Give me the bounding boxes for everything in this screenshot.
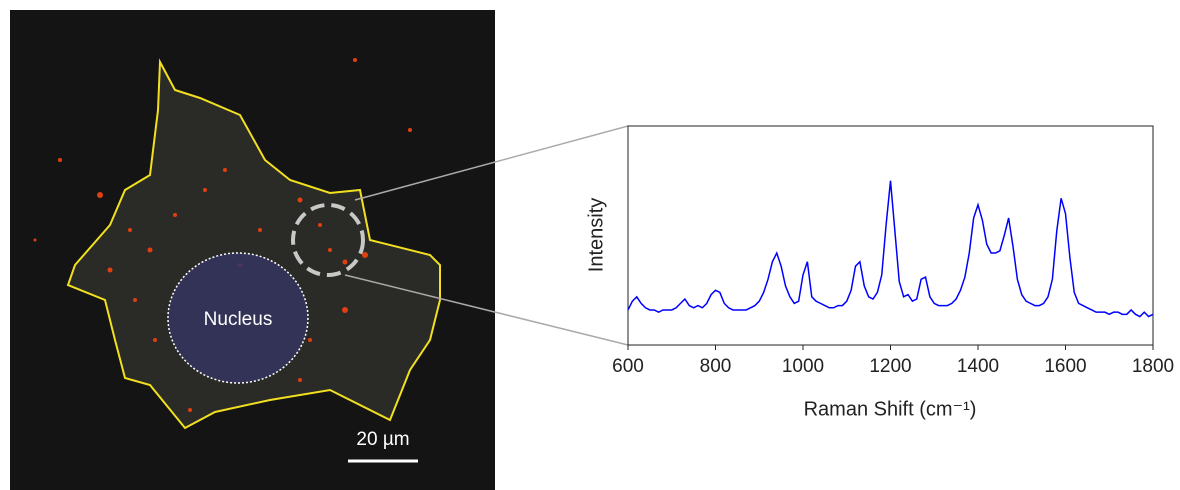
region-circle xyxy=(291,203,365,277)
x-tick-label: 1200 xyxy=(869,356,911,377)
zoom-line xyxy=(344,274,629,346)
x-tick-label: 1600 xyxy=(1044,356,1086,377)
particles xyxy=(33,58,412,412)
x-tick-label: 1400 xyxy=(957,356,999,377)
y-axis-label: Intensity xyxy=(585,198,607,272)
x-tick-label: 600 xyxy=(612,356,644,377)
x-tick-label: 1800 xyxy=(1132,356,1174,377)
nucleus xyxy=(167,252,309,384)
nucleus-label: Nucleus xyxy=(204,309,273,330)
spectrum-line xyxy=(627,180,1154,318)
x-tick-label: 800 xyxy=(700,356,732,377)
cell-outline xyxy=(66,58,441,430)
scale-bar-label: 20 µm xyxy=(356,429,409,450)
x-axis-label: Raman Shift (cm⁻¹) xyxy=(804,398,977,420)
zoom-line xyxy=(354,125,629,201)
micrograph: Nucleus 20 µm xyxy=(10,10,495,490)
plot-frame xyxy=(627,125,1154,346)
x-tick-label: 1000 xyxy=(782,356,824,377)
